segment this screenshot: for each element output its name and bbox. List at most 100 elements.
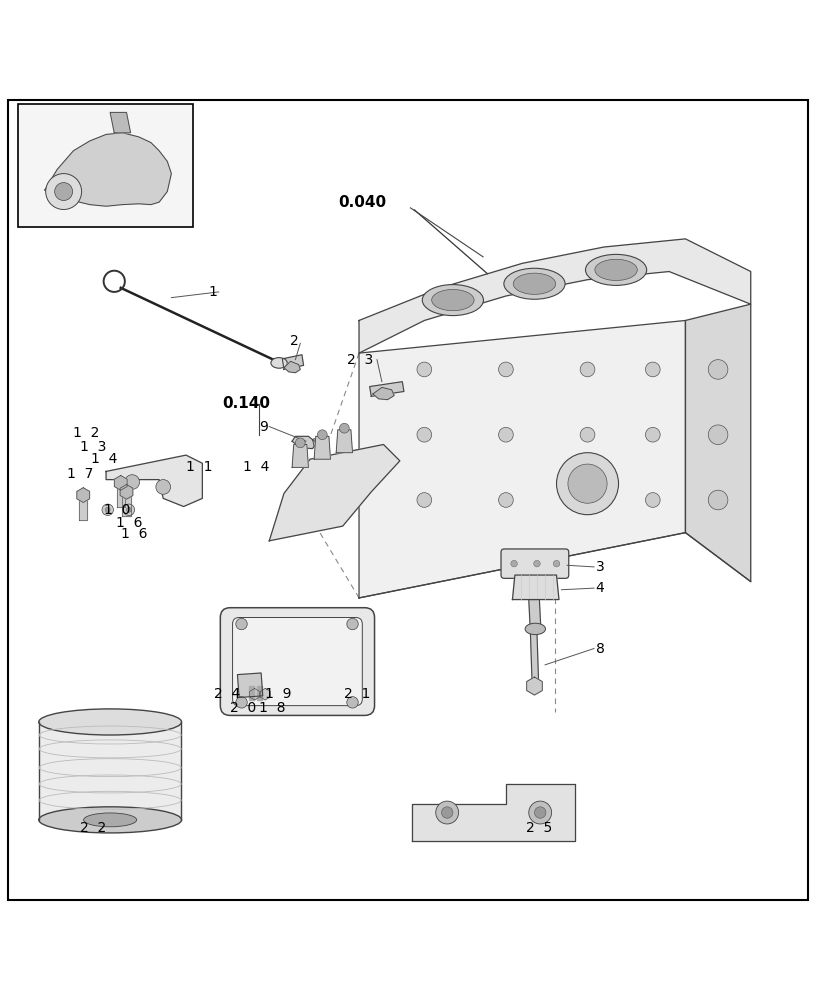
Circle shape [347,618,358,630]
Polygon shape [313,435,326,446]
Polygon shape [77,488,90,502]
Circle shape [236,618,247,630]
Text: 9: 9 [259,420,268,434]
Circle shape [568,464,607,503]
Circle shape [708,425,728,445]
Circle shape [156,480,171,494]
Polygon shape [359,320,685,598]
Ellipse shape [423,285,484,316]
Polygon shape [249,686,254,700]
Text: 0.140: 0.140 [222,396,270,411]
Circle shape [126,507,131,512]
Circle shape [645,427,660,442]
Text: 1  9: 1 9 [265,687,291,701]
Circle shape [417,362,432,377]
Text: 1  0: 1 0 [104,503,131,517]
Text: 1  6: 1 6 [116,516,142,530]
Text: 1  4: 1 4 [243,460,269,474]
Circle shape [580,493,595,507]
FancyBboxPatch shape [233,618,362,706]
Text: 2  1: 2 1 [344,687,370,701]
Text: 2  3: 2 3 [347,353,373,367]
Ellipse shape [432,289,474,311]
Circle shape [317,430,327,440]
Polygon shape [284,361,300,373]
Text: 1  6: 1 6 [121,527,147,541]
Polygon shape [45,133,171,206]
Circle shape [529,801,552,824]
Text: 0.040: 0.040 [339,195,387,210]
Text: 1  1: 1 1 [186,460,212,474]
Polygon shape [412,784,575,841]
Circle shape [417,493,432,507]
Circle shape [499,362,513,377]
Circle shape [580,362,595,377]
Circle shape [339,423,349,433]
Circle shape [436,801,459,824]
Circle shape [55,183,73,201]
Text: 2  5: 2 5 [526,821,552,835]
Circle shape [553,560,560,567]
Text: 1  7: 1 7 [67,467,93,481]
Ellipse shape [595,259,637,280]
Circle shape [708,490,728,510]
Polygon shape [260,688,270,700]
Circle shape [580,427,595,442]
Circle shape [125,475,140,489]
Polygon shape [530,632,539,681]
Polygon shape [114,476,127,490]
FancyBboxPatch shape [220,608,375,715]
Circle shape [46,174,82,210]
Polygon shape [257,686,262,700]
Circle shape [499,493,513,507]
Polygon shape [122,493,131,516]
Polygon shape [373,387,394,400]
Circle shape [645,362,660,377]
Polygon shape [117,484,125,507]
Circle shape [105,507,110,512]
Circle shape [295,438,305,448]
Polygon shape [512,575,559,600]
Circle shape [645,493,660,507]
Ellipse shape [526,623,546,635]
Text: 2: 2 [290,334,299,348]
Ellipse shape [39,807,181,833]
Polygon shape [282,355,304,369]
Polygon shape [269,445,400,541]
Circle shape [534,560,540,567]
Text: 1  4: 1 4 [91,452,118,466]
Bar [18,104,193,227]
Polygon shape [336,430,353,453]
Text: 2  0: 2 0 [230,701,256,715]
Circle shape [708,360,728,379]
Polygon shape [529,600,541,632]
Polygon shape [39,722,181,820]
Circle shape [511,560,517,567]
Polygon shape [292,436,317,449]
Polygon shape [250,688,259,700]
Ellipse shape [271,358,287,368]
Text: 8: 8 [596,642,605,656]
Circle shape [441,807,453,818]
Text: 4: 4 [596,581,605,595]
Circle shape [417,427,432,442]
Polygon shape [526,677,543,695]
Circle shape [347,697,358,708]
Polygon shape [79,497,87,520]
Polygon shape [237,673,263,697]
Polygon shape [106,455,202,507]
Circle shape [534,807,546,818]
Ellipse shape [503,268,565,299]
Polygon shape [685,304,751,582]
Circle shape [236,697,247,708]
Ellipse shape [513,273,556,294]
Text: 2  2: 2 2 [80,821,106,835]
Text: 1  3: 1 3 [80,440,106,454]
FancyBboxPatch shape [501,549,569,578]
Text: 3: 3 [596,560,605,574]
Circle shape [123,504,135,516]
Text: 1  8: 1 8 [259,701,286,715]
Polygon shape [120,484,133,499]
Circle shape [499,427,513,442]
Polygon shape [314,436,330,459]
